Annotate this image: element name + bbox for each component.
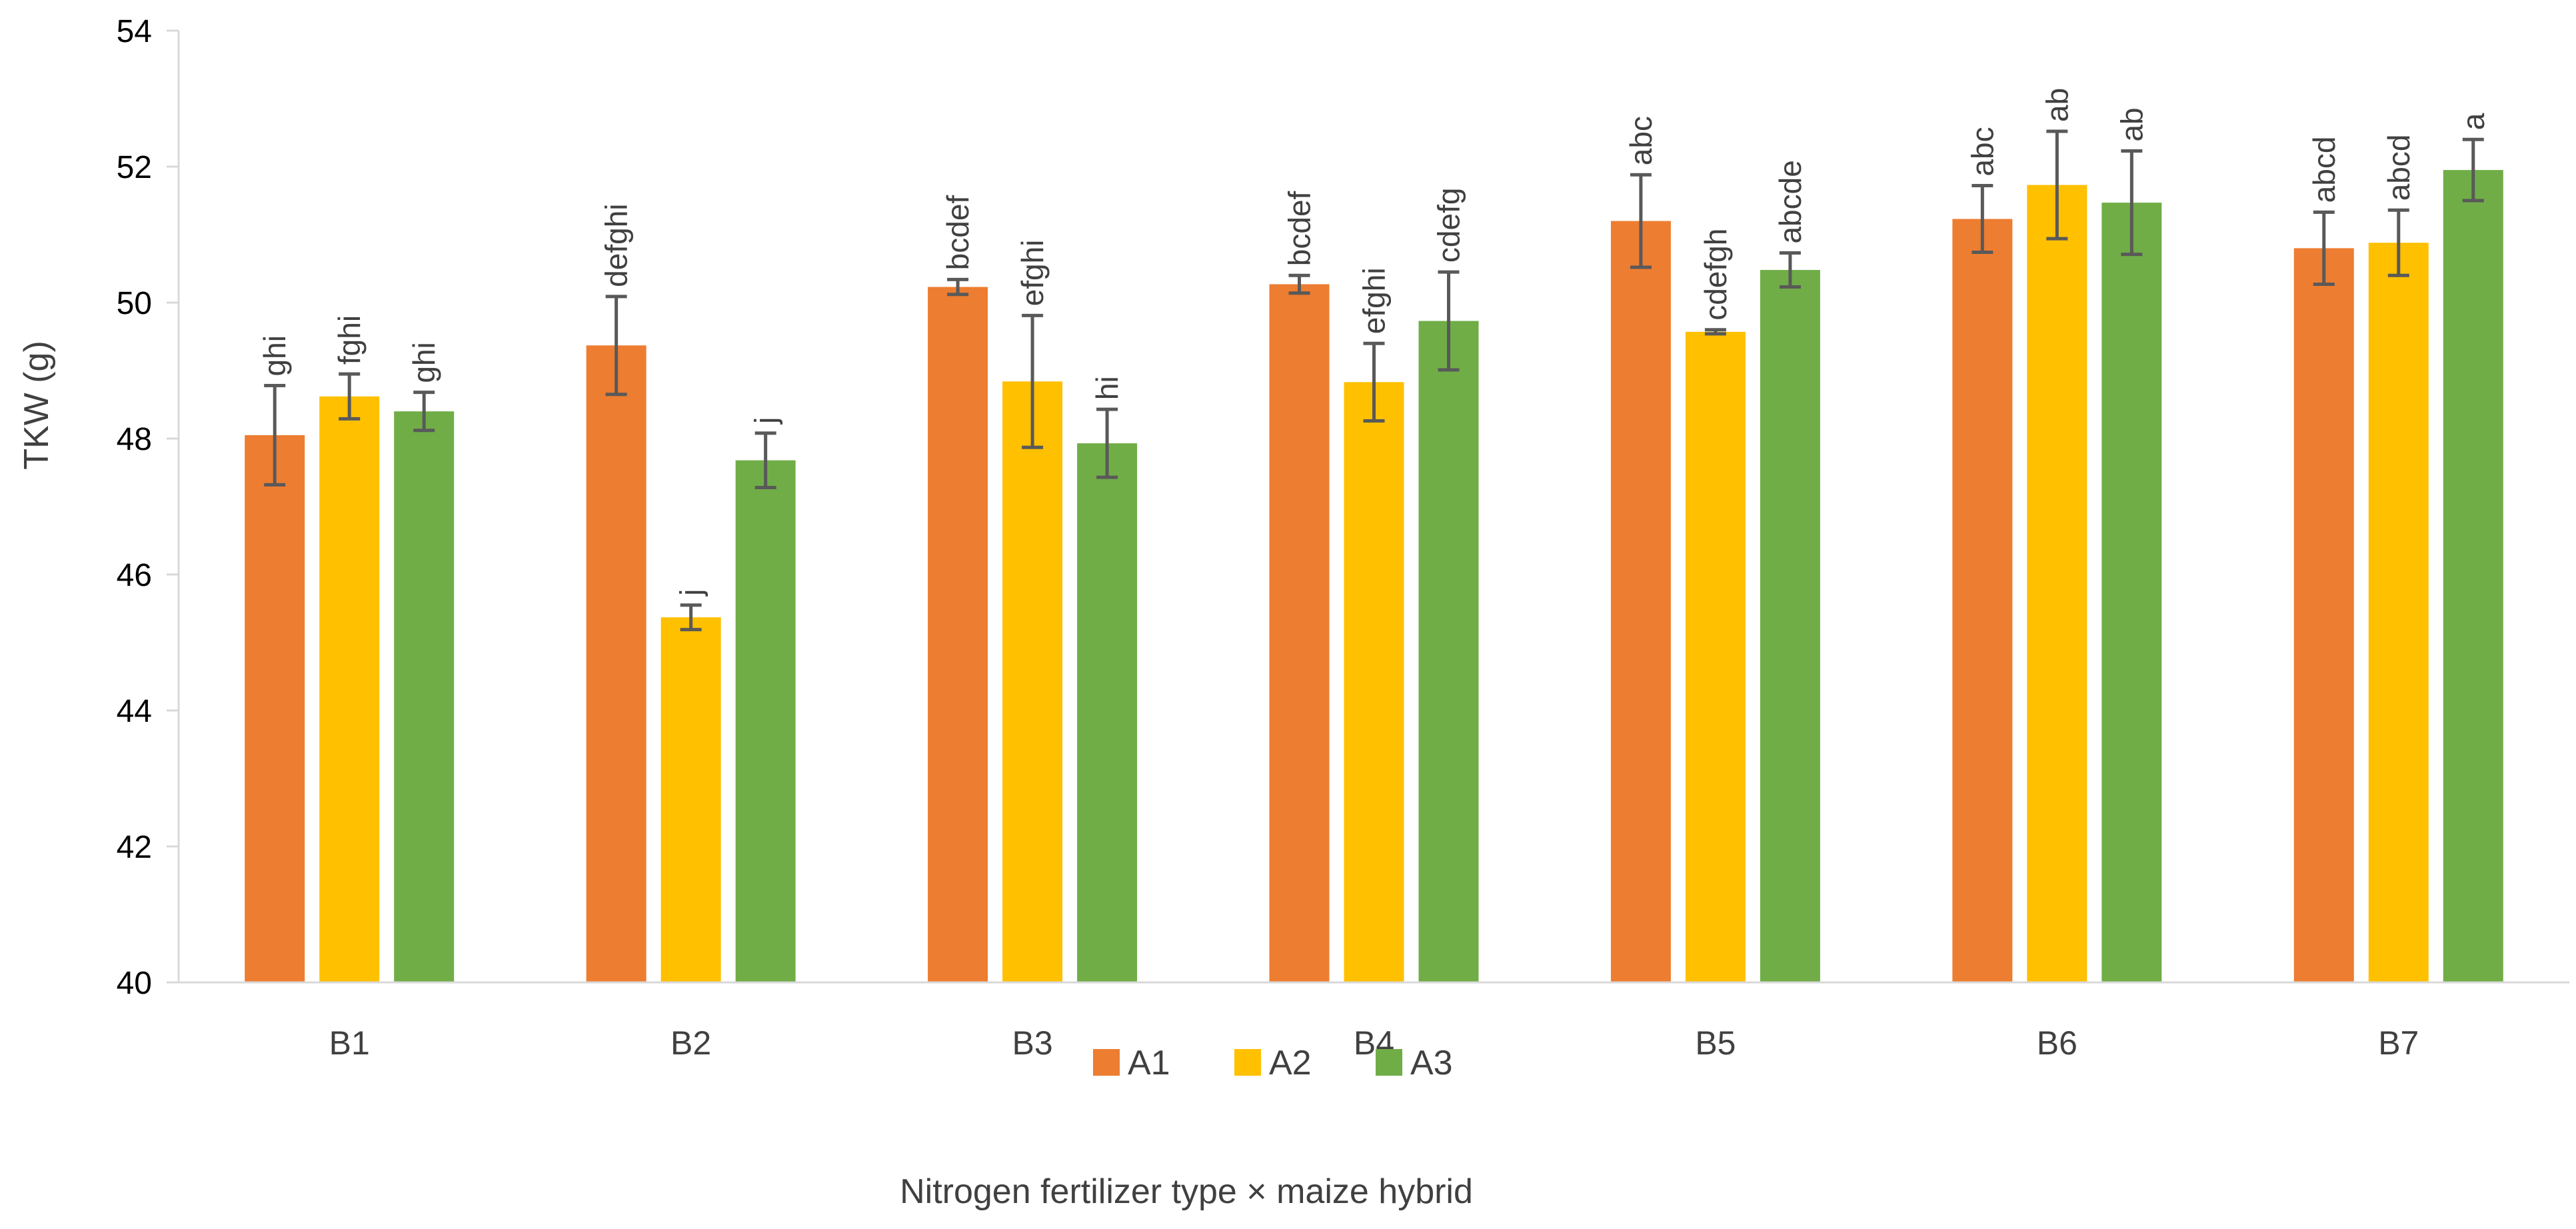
y-tick-label: 42 [117, 830, 152, 865]
significance-label: j [748, 417, 783, 425]
y-tick-label: 48 [117, 422, 152, 457]
x-tick-label: B1 [329, 1024, 370, 1062]
significance-label: abcde [1773, 160, 1808, 243]
bar-a2-b5 [1685, 331, 1746, 982]
bar-a1-b7 [2293, 248, 2354, 982]
y-tick-label: 46 [117, 558, 152, 593]
significance-label: abcd [2381, 135, 2416, 201]
y-tick-label: 44 [117, 694, 152, 729]
bar-a1-b4 [1269, 284, 1330, 983]
legend-label-a2: A2 [1269, 1044, 1312, 1082]
bar-a2-b1 [319, 396, 380, 982]
significance-label: a [2456, 113, 2491, 130]
significance-label: ab [2039, 88, 2074, 122]
bar-a1-b2 [586, 345, 646, 982]
legend-label-a1: A1 [1128, 1044, 1170, 1082]
significance-label: ghi [407, 342, 441, 383]
significance-label: hi [1090, 376, 1124, 400]
bar-a2-b3 [1002, 381, 1063, 982]
bar-a2-b2 [660, 617, 721, 982]
x-tick-label: B5 [1695, 1024, 1736, 1062]
legend-swatch-a3 [1376, 1049, 1402, 1076]
bar-a3-b4 [1418, 321, 1479, 982]
bar-a2-b7 [2368, 243, 2429, 982]
x-tick-label: B6 [2037, 1024, 2077, 1062]
bar-a3-b3 [1077, 443, 1138, 982]
significance-label: bcdef [940, 195, 975, 271]
y-axis-title: TKW (g) [17, 341, 56, 470]
significance-label: cdefgh [1698, 229, 1733, 321]
significance-label: abc [1624, 116, 1658, 165]
bar-a3-b1 [394, 411, 455, 982]
y-tick-label: 52 [117, 150, 152, 185]
significance-label: ab [2114, 107, 2149, 141]
bar-a1-b5 [1610, 221, 1671, 983]
significance-label: bcdef [1282, 191, 1317, 266]
legend-swatch-a2 [1234, 1049, 1261, 1076]
x-tick-label: B3 [1012, 1024, 1052, 1062]
bar-a3-b5 [1760, 270, 1820, 982]
bar-a3-b2 [735, 460, 796, 982]
y-tick-label: 40 [117, 966, 152, 1001]
x-tick-label: B7 [2378, 1024, 2419, 1062]
bar-a3-b6 [2101, 203, 2162, 982]
significance-label: defghi [599, 203, 634, 287]
significance-label: efghi [1015, 240, 1050, 307]
significance-labels: ghi fghi ghi defghi j j bcdef efghi hi bcdef efghi… [257, 88, 2491, 597]
legend-swatch-a1 [1093, 1049, 1120, 1076]
legend-label-a3: A3 [1410, 1044, 1453, 1082]
bar-a1-b1 [245, 435, 305, 982]
significance-label: ghi [257, 335, 292, 376]
significance-label: j [674, 589, 708, 597]
significance-label: abcd [2307, 137, 2341, 203]
legend: A1 A2 A3 [1093, 1044, 1453, 1082]
bar-a3-b7 [2443, 170, 2503, 983]
significance-label: efghi [1357, 267, 1392, 334]
significance-label: abc [1965, 127, 1999, 176]
bar-a1-b6 [1952, 219, 2013, 982]
x-axis-title: Nitrogen fertilizer type × maize hybrid [900, 1172, 1473, 1211]
significance-label: fghi [332, 315, 367, 365]
significance-label: cdefg [1432, 188, 1466, 263]
y-tick-label: 50 [117, 286, 152, 321]
y-axis: 40 42 44 46 48 50 52 54 [117, 14, 180, 1001]
error-bars [264, 129, 2484, 632]
y-tick-label: 54 [117, 14, 152, 49]
bar-a2-b4 [1344, 382, 1404, 982]
bars [245, 170, 2503, 983]
bar-a1-b3 [928, 287, 988, 982]
x-axis: B1 B2 B3 B4 B5 B6 B7 [179, 981, 2569, 1062]
x-tick-label: B2 [670, 1024, 711, 1062]
bar-a2-b6 [2027, 185, 2087, 982]
